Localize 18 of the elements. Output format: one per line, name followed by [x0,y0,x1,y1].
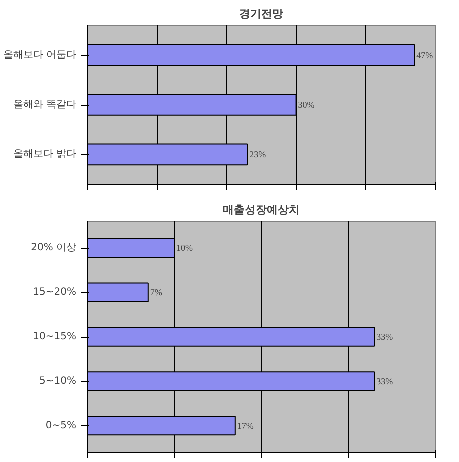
y-tick-label: 15~20% [33,287,77,298]
data-label: 23% [250,150,267,160]
chart-title: 경기전망 [240,8,284,20]
y-tick-label: 20% 이상 [31,242,76,254]
data-label: 33% [376,376,394,386]
data-label: 17% [237,420,254,431]
data-label: 10% [176,243,194,254]
y-tick-label: 올해와 똑같다 [13,100,77,110]
data-label: 30% [298,100,316,110]
chart-title: 매출성장예상치 [223,204,300,216]
y-tick-label: 5~10% [40,376,76,387]
y-tick-label: 0~5% [46,420,77,432]
y-tick-label: 올해보다 어둡다 [3,50,77,61]
y-tick-label: 올해보다 밝다 [13,149,77,160]
data-label: 47% [416,50,434,60]
data-label: 33% [376,332,394,342]
y-tick-label: 10~15% [33,332,77,342]
data-label: 7% [150,288,163,298]
